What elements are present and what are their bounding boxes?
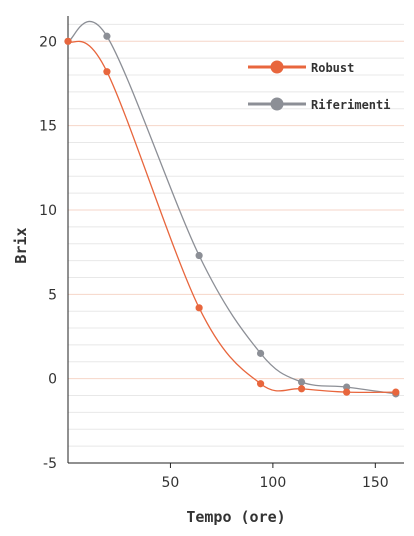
y-tick-label: -5 [43,456,57,472]
data-point-robust [64,37,72,45]
data-point-riferimenti [103,32,111,40]
grid [68,23,404,464]
legend-marker-riferimenti [270,97,284,111]
data-point-riferimenti [195,251,203,260]
legend: Robust Riferimenti [248,60,390,112]
tick-labels: -5 0 5 10 15 20 50 100 150 [39,34,389,491]
y-tick-label: 10 [39,203,57,219]
data-point-riferimenti [297,378,306,386]
data-point-robust [195,304,203,312]
x-tick-label: 150 [362,475,389,491]
series-line-riferimenti [67,20,396,395]
legend-label-riferimenti: Riferimenti [311,98,390,112]
legend-marker-robust [270,60,284,74]
data-point-riferimenti [343,383,351,391]
data-point-riferimenti [256,349,265,357]
data-point-robust [256,380,265,388]
series-layer [64,20,400,398]
data-point-robust [343,388,351,396]
data-point-robust [297,385,306,393]
y-tick-label: 0 [48,372,57,388]
data-point-robust [392,388,400,396]
y-tick-label: 5 [48,287,57,303]
y-tick-label: 15 [39,119,57,135]
legend-label-robust: Robust [311,61,354,75]
x-tick-label: 50 [162,475,180,491]
y-tick-label: 20 [39,34,57,50]
series-line-robust [67,40,396,394]
data-point-robust [103,68,111,76]
y-axis-title: Brix [12,227,30,263]
x-tick-label: 100 [260,475,287,491]
axes [67,16,404,464]
x-axis-title: Tempo (ore) [186,508,285,526]
